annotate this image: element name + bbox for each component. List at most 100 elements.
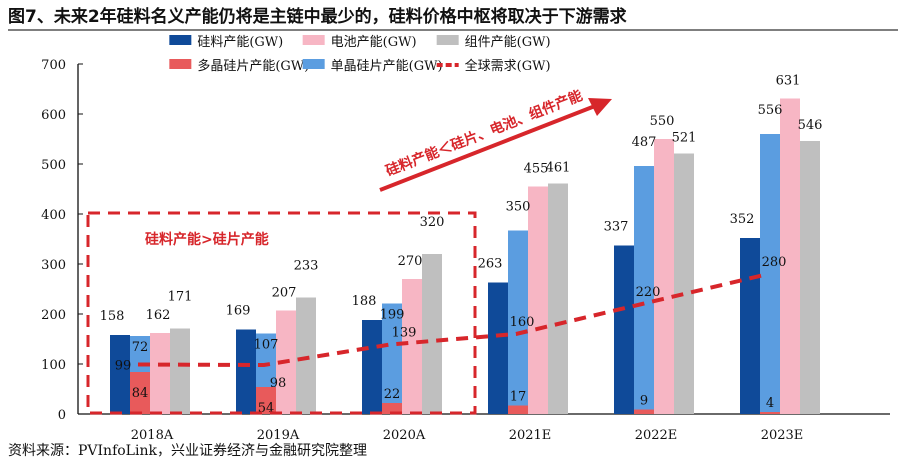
label-multi-wafer: 84 bbox=[132, 386, 149, 401]
label-silicon: 158 bbox=[100, 309, 125, 324]
bar-mono-wafer bbox=[634, 166, 654, 410]
bar-multi-wafer bbox=[130, 372, 150, 414]
trend-arrow: 硅料产能＜硅片、电池、组件产能 bbox=[379, 87, 612, 192]
x-tick-label: 2020A bbox=[383, 428, 426, 443]
label-battery: 631 bbox=[776, 74, 801, 89]
bar-battery bbox=[150, 333, 170, 414]
label-demand: 99 bbox=[115, 359, 132, 374]
bar-module bbox=[422, 254, 442, 414]
bar-multi-wafer bbox=[382, 403, 402, 414]
label-battery: 455 bbox=[524, 162, 549, 177]
bar-silicon bbox=[740, 238, 760, 414]
annotation-box bbox=[86, 211, 477, 415]
bar-module bbox=[800, 141, 820, 414]
bar-silicon bbox=[614, 245, 634, 414]
bar-mono-wafer bbox=[382, 303, 402, 403]
axes: 0 100 200 300 400 500 600 700 2018A 2019A 2020A 202… bbox=[41, 58, 890, 443]
legend-item: 电池产能(GW) bbox=[302, 35, 417, 50]
label-demand: 160 bbox=[510, 315, 535, 330]
x-tick-label: 2021E bbox=[509, 428, 552, 443]
label-battery: 162 bbox=[146, 308, 171, 323]
label-mono-wafer: 556 bbox=[758, 103, 783, 118]
legend-item: 多晶硅片产能(GW) bbox=[169, 58, 309, 74]
annotation-box-label: 硅料产能>硅片产能 bbox=[145, 231, 269, 248]
y-tick-label: 300 bbox=[41, 258, 66, 273]
legend-item: 组件产能(GW) bbox=[436, 35, 551, 50]
x-tick-label: 2018A bbox=[131, 428, 174, 443]
legend-swatch bbox=[436, 35, 459, 45]
label-module: 461 bbox=[546, 161, 571, 176]
label-multi-wafer: 22 bbox=[384, 387, 401, 402]
bar-multi-wafer bbox=[760, 412, 780, 414]
label-mono-wafer: 487 bbox=[632, 135, 657, 150]
x-tick-label: 2019A bbox=[257, 428, 300, 443]
x-tick-label: 2022E bbox=[635, 428, 678, 443]
bar-mono-wafer bbox=[508, 230, 528, 406]
bar-battery bbox=[654, 139, 674, 414]
bar-module bbox=[674, 153, 694, 414]
label-demand: 220 bbox=[636, 285, 661, 300]
source-note: 资料来源：PVInfoLink，兴业证券经济与金融研究院整理 bbox=[8, 443, 367, 459]
label-battery: 207 bbox=[272, 286, 297, 301]
legend-swatch bbox=[169, 59, 192, 69]
bar-mono-wafer bbox=[760, 134, 780, 412]
label-demand: 98 bbox=[270, 376, 287, 391]
bar-multi-wafer bbox=[508, 405, 528, 414]
label-battery: 270 bbox=[398, 254, 423, 269]
legend-item: 硅料产能(GW) bbox=[169, 35, 283, 50]
label-module: 546 bbox=[798, 118, 823, 133]
x-tick-label: 2023E bbox=[761, 428, 804, 443]
label-silicon: 263 bbox=[478, 257, 503, 272]
bar-battery bbox=[528, 186, 548, 414]
legend-label: 多晶硅片产能(GW) bbox=[197, 58, 309, 74]
label-multi-wafer: 9 bbox=[640, 394, 648, 409]
bar-mono-wafer bbox=[256, 333, 276, 387]
label-multi-wafer: 17 bbox=[510, 390, 527, 405]
bar-module bbox=[548, 183, 568, 414]
legend-label: 单晶硅片产能(GW) bbox=[331, 59, 443, 74]
legend-label: 电池产能(GW) bbox=[331, 35, 417, 50]
bar-silicon bbox=[362, 320, 382, 414]
label-multi-wafer: 4 bbox=[766, 396, 774, 411]
bar-multi-wafer bbox=[256, 387, 276, 414]
label-silicon: 188 bbox=[352, 294, 377, 309]
label-module: 233 bbox=[294, 259, 319, 274]
legend-label: 硅料产能(GW) bbox=[197, 35, 283, 50]
bar-silicon bbox=[110, 335, 130, 414]
demand-line-path bbox=[137, 272, 769, 368]
bar-silicon bbox=[488, 282, 508, 414]
y-tick-label: 400 bbox=[41, 208, 66, 223]
label-mono-wafer: 199 bbox=[380, 308, 405, 323]
legend-label: 组件产能(GW) bbox=[465, 35, 551, 50]
y-tick-label: 0 bbox=[58, 408, 66, 423]
label-mono-wafer: 107 bbox=[254, 338, 279, 353]
bar-silicon bbox=[236, 329, 256, 414]
bar-battery bbox=[780, 98, 800, 414]
bar-battery bbox=[402, 279, 422, 414]
legend-swatch bbox=[302, 59, 325, 69]
demand-line: 99 98 139 160 220 280 bbox=[115, 255, 787, 391]
bar-module bbox=[170, 328, 190, 414]
label-mono-wafer: 72 bbox=[132, 340, 149, 355]
legend-swatch bbox=[302, 35, 325, 45]
label-silicon: 337 bbox=[604, 220, 629, 235]
y-tick-label: 200 bbox=[41, 308, 66, 323]
legend-swatch bbox=[169, 35, 192, 45]
bar-module bbox=[296, 297, 316, 414]
legend-label: 全球需求(GW) bbox=[465, 58, 551, 74]
label-mono-wafer: 350 bbox=[506, 200, 531, 215]
label-demand: 280 bbox=[762, 255, 787, 270]
y-tick-label: 500 bbox=[41, 158, 66, 173]
legend: 硅料产能(GW) 电池产能(GW) 组件产能(GW) 多晶硅片产能(GW) 单晶硅片产能… bbox=[169, 35, 551, 74]
y-tick-label: 600 bbox=[41, 108, 66, 123]
y-tick-label: 100 bbox=[41, 358, 66, 373]
legend-item: 全球需求(GW) bbox=[436, 58, 551, 74]
label-silicon: 352 bbox=[730, 212, 755, 227]
label-module: 320 bbox=[420, 215, 445, 230]
data-labels: 1587284162171169107542072331881992227032… bbox=[100, 74, 823, 417]
bar-multi-wafer bbox=[634, 409, 654, 414]
label-battery: 550 bbox=[650, 114, 675, 129]
arrow-head-icon bbox=[588, 98, 612, 116]
label-demand: 139 bbox=[392, 326, 417, 341]
